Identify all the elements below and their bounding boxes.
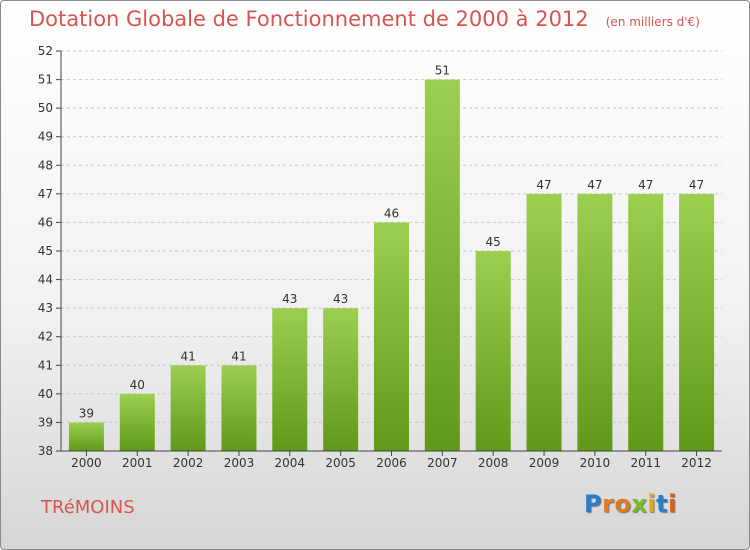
- y-tick-label: 47: [38, 187, 53, 201]
- x-tick-label: 2008: [478, 456, 509, 470]
- y-tick-label: 51: [38, 73, 53, 87]
- labels: 38 39 40 41 42 43 44 45 46 47 48 49 50 51 52 39 2000 40 20…: [38, 44, 712, 470]
- bar-value-label: 51: [435, 64, 450, 78]
- title-unit: (en milliers d'€): [605, 15, 700, 29]
- bar-value-label: 43: [282, 292, 297, 306]
- logo-letter: r: [602, 490, 615, 518]
- y-tick-label: 52: [38, 44, 53, 58]
- bar-value-label: 46: [384, 206, 399, 220]
- bar: [628, 193, 664, 451]
- y-tick-label: 44: [38, 273, 53, 287]
- bar-value-label: 39: [79, 406, 94, 420]
- x-tick-label: 2006: [376, 456, 407, 470]
- y-tick-label: 46: [38, 215, 53, 229]
- x-tick-label: 2002: [173, 456, 204, 470]
- bar: [475, 251, 511, 451]
- y-tick-label: 45: [38, 244, 53, 258]
- axes: [56, 50, 722, 456]
- bar: [577, 193, 613, 451]
- bar-value-label: 47: [536, 178, 551, 192]
- logo-letter: i: [668, 490, 677, 518]
- x-tick-label: 2007: [427, 456, 458, 470]
- y-tick-label: 50: [38, 101, 53, 115]
- bars: [68, 79, 715, 452]
- bar: [679, 193, 715, 451]
- x-tick-label: 2012: [681, 456, 712, 470]
- bar: [68, 422, 104, 451]
- y-tick-label: 38: [38, 444, 53, 458]
- chart-title: Dotation Globale de Fonctionnement de 20…: [29, 7, 700, 31]
- bar: [170, 365, 206, 451]
- bar-value-label: 45: [486, 235, 501, 249]
- bar-value-label: 47: [638, 178, 653, 192]
- y-tick-label: 41: [38, 358, 53, 372]
- logo-letter: t: [656, 490, 669, 518]
- logo-letter: i: [647, 490, 657, 518]
- bar: [424, 79, 460, 452]
- logo-letter: o: [614, 490, 632, 518]
- x-tick-label: 2005: [325, 456, 356, 470]
- x-tick-label: 2000: [71, 456, 102, 470]
- bar: [119, 393, 155, 451]
- y-tick-label: 48: [38, 158, 53, 172]
- bar-value-label: 41: [180, 349, 195, 363]
- y-tick-label: 40: [38, 387, 53, 401]
- y-tick-label: 39: [38, 415, 53, 429]
- x-tick-label: 2003: [224, 456, 255, 470]
- x-tick-label: 2009: [529, 456, 560, 470]
- bar-value-label: 41: [231, 349, 246, 363]
- x-tick-label: 2001: [122, 456, 153, 470]
- bar: [221, 365, 257, 451]
- bar-value-label: 47: [689, 178, 704, 192]
- logo-letter: x: [631, 490, 648, 518]
- bar: [374, 222, 409, 451]
- x-tick-label: 2010: [580, 456, 611, 470]
- logo-letter: P: [584, 490, 603, 518]
- commune-name: TRéMOINS: [41, 497, 135, 518]
- bar-value-label: 40: [130, 378, 145, 392]
- y-tick-label: 43: [38, 301, 53, 315]
- title-main: Dotation Globale de Fonctionnement de 20…: [29, 7, 589, 31]
- x-tick-label: 2004: [275, 456, 306, 470]
- bar-value-label: 43: [333, 292, 348, 306]
- bar-value-label: 47: [587, 178, 602, 192]
- bar: [526, 193, 562, 451]
- y-tick-label: 49: [38, 130, 53, 144]
- proxiti-logo: Proxiti: [584, 490, 677, 518]
- bar: [272, 308, 308, 451]
- x-tick-label: 2011: [630, 456, 661, 470]
- bar: [323, 308, 359, 451]
- y-tick-label: 42: [38, 330, 53, 344]
